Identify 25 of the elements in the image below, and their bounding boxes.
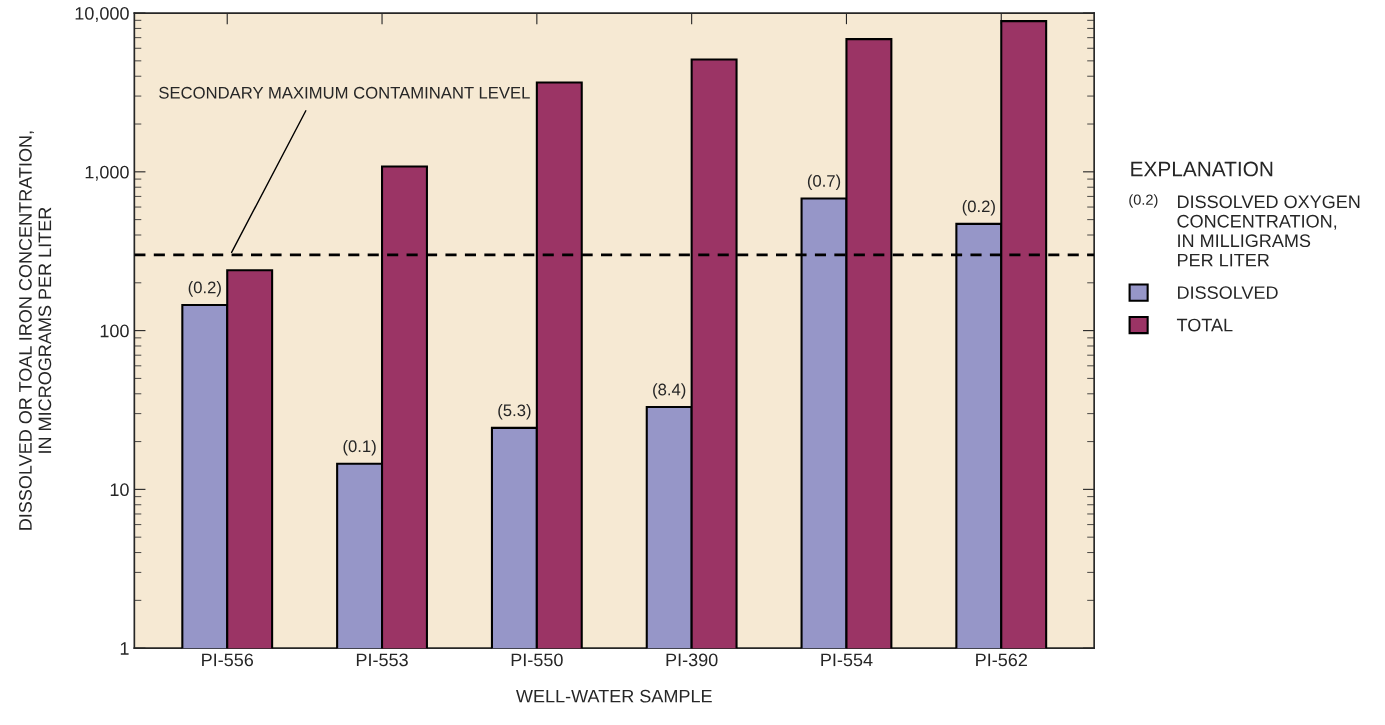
y-axis-title: DISSOLVED OR TOAL IRON CONCENTRATION, IN MICROGRAMS PER LITER xyxy=(19,131,52,530)
text: DISSOLVED OXYGEN CONCENTRATION, IN MILLIGRAMS PER LITER xyxy=(1177,195,1360,267)
x-tick-label: PI-550 xyxy=(511,653,563,667)
legend-label: DISSOLVED xyxy=(1178,286,1278,299)
x-tick-label: PI-556 xyxy=(202,653,254,667)
annotation: (5.3) xyxy=(498,404,531,420)
y-tick-label: 1 xyxy=(120,642,129,655)
y-tick-label: 10,000 xyxy=(75,6,129,22)
x-tick-label: PI-553 xyxy=(356,653,408,667)
legend-label: TOTAL xyxy=(1176,318,1233,332)
annotation: (0.1) xyxy=(343,439,376,456)
annotation: (8.4) xyxy=(653,383,686,399)
ref-line-label: SECONDARY MAXIMUM CONTAMINANT LEVEL xyxy=(159,86,530,99)
text: (0.2) xyxy=(1129,194,1158,208)
x-axis-title: WELL-WATER SAMPLE xyxy=(516,689,712,703)
x-tick-label: PI-390 xyxy=(666,653,718,667)
y-tick-label: 10 xyxy=(110,483,129,497)
annotation: (0.2) xyxy=(962,200,995,216)
legend-title: EXPLANATION xyxy=(1131,161,1273,177)
annotation: (0.7) xyxy=(807,174,841,191)
x-tick-label: PI-562 xyxy=(976,653,1027,667)
x-tick-label: PI-554 xyxy=(821,653,873,667)
y-tick-label: 1,000 xyxy=(85,165,129,181)
annotation: (0.2) xyxy=(188,281,221,297)
y-tick-label: 100 xyxy=(100,324,129,338)
